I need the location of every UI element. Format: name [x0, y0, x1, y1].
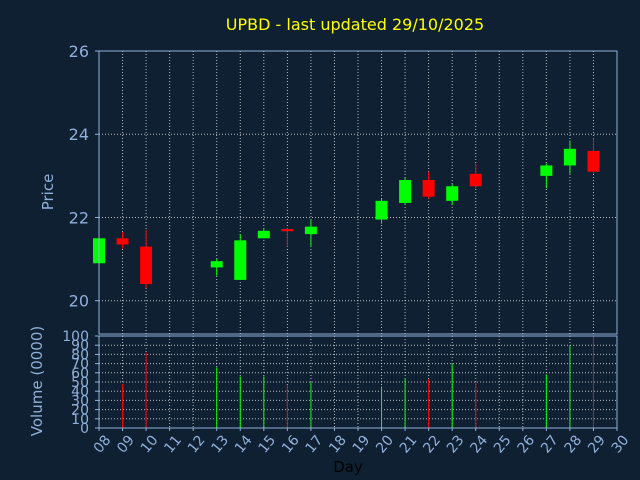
day-x-ticks: 08 09 10 11 12 13 14 15 16 17 18 19 20 21 22 23 24 25 26 27…: [91, 428, 633, 456]
volume-tick-label: 70: [71, 357, 89, 373]
price-tick-label: 24: [69, 125, 89, 144]
candle-body: [210, 261, 223, 268]
price-candles: [93, 138, 600, 289]
volume-tick-label: 0: [80, 421, 89, 437]
candle-body: [304, 226, 317, 235]
candle-body: [446, 186, 459, 201]
day-tick-label: 29: [585, 432, 609, 456]
candle-body: [422, 180, 435, 197]
price-tick-label: 20: [69, 292, 89, 311]
day-tick-label: 28: [562, 432, 586, 456]
candle-body: [281, 229, 294, 232]
candle-body: [375, 200, 388, 220]
price-grid: [99, 51, 617, 334]
price-tick-label: 26: [69, 42, 89, 61]
candle-body: [563, 148, 576, 166]
day-tick-label: 19: [350, 432, 374, 456]
day-tick-label: 25: [491, 432, 515, 456]
candle-body: [469, 173, 482, 187]
day-tick-label: 26: [515, 432, 539, 456]
candle-body: [140, 246, 153, 285]
day-tick-label: 08: [91, 432, 115, 456]
day-tick-label: 09: [114, 432, 138, 456]
volume-tick-label: 60: [71, 366, 89, 382]
volume-tick-label: 30: [71, 393, 89, 409]
price-panel-frame: [98, 50, 618, 335]
price-axis-label: Price: [39, 174, 57, 211]
volume-tick-label: 50: [71, 375, 89, 391]
candle-body: [540, 165, 553, 176]
volume-tick-label: 20: [71, 403, 89, 419]
day-tick-label: 24: [467, 432, 491, 456]
volume-bars: [122, 336, 594, 428]
volume-tick-label: 100: [62, 329, 89, 345]
chart-title: UPBD - last updated 29/10/2025: [226, 15, 484, 34]
price-tick-label: 22: [69, 208, 89, 227]
volume-axis-label: Volume (0000): [28, 326, 46, 436]
day-tick-label: 27: [538, 432, 562, 456]
day-tick-label: 11: [161, 432, 185, 456]
day-tick-label: 17: [303, 432, 327, 456]
day-axis-label: Day: [333, 458, 363, 476]
candle-body: [234, 240, 247, 280]
volume-tick-label: 10: [71, 412, 89, 428]
price-y-ticks: 20 22 24 26: [69, 42, 99, 311]
day-tick-label: 30: [609, 432, 633, 456]
candle-body: [116, 238, 129, 245]
day-tick-label: 21: [397, 432, 421, 456]
candle-body: [257, 230, 270, 239]
day-tick-label: 23: [444, 432, 468, 456]
candle-body: [587, 150, 600, 172]
day-tick-label: 14: [232, 432, 256, 456]
day-tick-label: 15: [256, 432, 280, 456]
day-tick-label: 22: [420, 432, 444, 456]
day-tick-label: 20: [373, 432, 397, 456]
volume-tick-label: 90: [71, 338, 89, 354]
candle-body: [399, 180, 412, 203]
volume-grid: [99, 336, 617, 428]
day-tick-label: 16: [279, 432, 303, 456]
day-tick-label: 12: [185, 432, 209, 456]
volume-tick-label: 80: [71, 347, 89, 363]
day-tick-label: 18: [326, 432, 350, 456]
volume-tick-label: 40: [71, 384, 89, 400]
day-tick-label: 13: [208, 432, 232, 456]
day-tick-label: 10: [138, 432, 162, 456]
